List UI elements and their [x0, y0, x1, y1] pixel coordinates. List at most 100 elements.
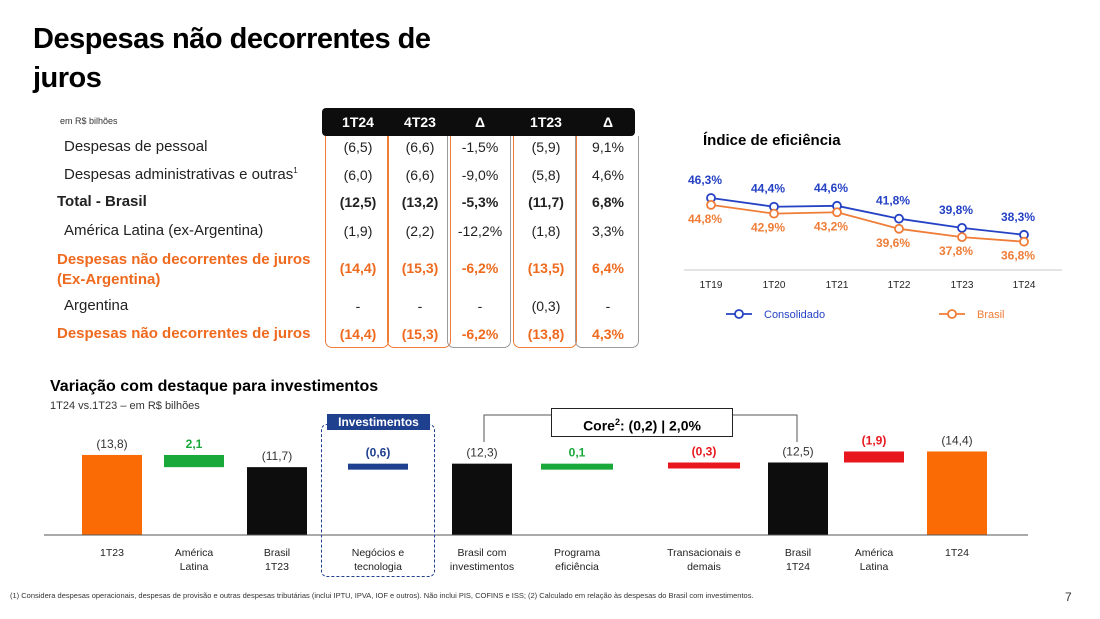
- table-row-label: Argentina: [64, 297, 129, 314]
- core-value: : (0,2) | 2,0%: [619, 417, 701, 434]
- waterfall-data-label: 0,1: [569, 446, 586, 460]
- waterfall-bar: [768, 462, 828, 535]
- efficiency-tick-label: 1T24: [1013, 280, 1036, 291]
- table-cell: 6,4%: [592, 260, 624, 276]
- table-cell: (6,5): [343, 139, 373, 155]
- waterfall-tick-label: 1T24: [786, 561, 810, 573]
- efficiency-point: [957, 232, 967, 243]
- table-cell: (1,9): [343, 223, 373, 239]
- waterfall-data-label: (0,6): [366, 446, 391, 460]
- page-number: 7: [1065, 590, 1072, 604]
- core-bracket-right: [733, 414, 798, 442]
- waterfall-bar: [348, 463, 408, 470]
- waterfall-bar: [82, 454, 142, 535]
- waterfall-tick-label: 1T24: [945, 547, 969, 559]
- table-cell: (15,3): [401, 326, 439, 342]
- efficiency-data-label: 39,6%: [876, 236, 910, 250]
- table-cell: -: [477, 298, 483, 314]
- efficiency-line-consolidado: [710, 197, 1025, 236]
- waterfall-tick-label: América: [175, 547, 214, 559]
- waterfall-data-label: (12,5): [782, 445, 813, 459]
- waterfall-bar: [541, 463, 613, 470]
- efficiency-data-label: 43,2%: [814, 219, 848, 233]
- waterfall-tick-label: 1T23: [100, 547, 124, 559]
- table-header-cell: Δ: [602, 114, 614, 130]
- efficiency-data-label: 42,9%: [751, 221, 785, 235]
- table-cell: (15,3): [401, 260, 439, 276]
- efficiency-data-label: 38,3%: [1001, 210, 1035, 224]
- unit-label: em R$ bilhões: [60, 116, 118, 126]
- efficiency-point: [706, 199, 716, 210]
- efficiency-tick-label: 1T23: [951, 280, 974, 291]
- waterfall-bar: [844, 451, 904, 463]
- legend-label-brasil: Brasil: [977, 309, 1005, 321]
- efficiency-tick-label: 1T22: [888, 280, 911, 291]
- table-cell: -: [605, 298, 611, 314]
- waterfall-bar: [668, 462, 740, 469]
- table-header: [322, 108, 635, 136]
- table-cell: (14,4): [339, 326, 377, 342]
- waterfall-tick-label: Negócios e: [352, 547, 405, 559]
- waterfall-tick-label: Brasil com: [457, 547, 506, 559]
- efficiency-point: [832, 207, 842, 218]
- waterfall-tick-label: Latina: [180, 561, 209, 573]
- table-cell: 4,3%: [592, 326, 624, 342]
- waterfall-data-label: (1,9): [862, 433, 887, 447]
- legend-marker: [947, 309, 957, 319]
- waterfall-title: Variação com destaque para investimentos: [50, 378, 379, 395]
- efficiency-point: [1019, 236, 1029, 247]
- core-sup: 2: [614, 417, 620, 427]
- table-cell: 6,8%: [592, 194, 624, 210]
- table-cell: (1,8): [531, 223, 561, 239]
- efficiency-data-label: 39,8%: [939, 203, 973, 217]
- page-title: Despesas não decorrentes de juros: [33, 23, 431, 94]
- efficiency-tick-label: 1T19: [700, 280, 723, 291]
- table-cell: -6,2%: [461, 326, 499, 342]
- waterfall-tick-label: investimentos: [450, 561, 514, 573]
- table-column-box: [387, 136, 451, 348]
- table-cell: (6,6): [405, 139, 435, 155]
- efficiency-point: [894, 213, 904, 224]
- waterfall-data-label: (13,8): [96, 437, 127, 451]
- table-row-label: Despesas não decorrentes de juros: [57, 325, 311, 342]
- efficiency-data-label: 44,6%: [814, 181, 848, 195]
- waterfall-tick-label: Brasil: [264, 547, 290, 559]
- table-cell: (5,8): [531, 167, 561, 183]
- table-cell: -: [417, 298, 423, 314]
- waterfall-data-label: (12,3): [466, 446, 497, 460]
- waterfall-tick-label: eficiência: [555, 561, 599, 573]
- waterfall-bar: [452, 463, 512, 535]
- legend-marker: [734, 309, 744, 319]
- table-cell: 9,1%: [592, 139, 624, 155]
- table-row-label: Despesas administrativas e outras1: [64, 166, 298, 183]
- waterfall-subtitle: 1T24 vs.1T23 – em R$ bilhões: [50, 400, 200, 412]
- table-row-label: Total - Brasil: [57, 193, 147, 210]
- waterfall-data-label: (0,3): [692, 445, 717, 459]
- core-box: Core2: (0,2) | 2,0%: [551, 408, 733, 437]
- table-cell: -12,2%: [457, 223, 503, 239]
- table-cell: (6,0): [343, 167, 373, 183]
- core-bracket-left: [483, 414, 551, 442]
- waterfall-tick-label: 1T23: [265, 561, 289, 573]
- table-cell: (11,7): [528, 194, 564, 210]
- table-column-box: [575, 136, 639, 348]
- table-column-box: [325, 136, 389, 348]
- table-cell: (5,9): [531, 139, 561, 155]
- table-header-cell: 1T24: [342, 114, 374, 130]
- table-column-box: [513, 136, 577, 348]
- efficiency-chart-title: Índice de eficiência: [703, 132, 841, 149]
- table-cell: (13,8): [527, 326, 565, 342]
- waterfall-tick-label: Transacionais e: [667, 547, 741, 559]
- waterfall-data-label: (14,4): [941, 433, 972, 447]
- table-cell: (13,5): [527, 260, 565, 276]
- efficiency-tick-label: 1T21: [826, 280, 849, 291]
- table-row-label: Despesas de pessoal: [64, 138, 208, 155]
- footnote: (1) Considera despesas operacionais, des…: [10, 591, 754, 600]
- waterfall-data-label: 2,1: [186, 437, 203, 451]
- efficiency-point: [894, 223, 904, 234]
- table-cell: -9,0%: [461, 167, 499, 183]
- efficiency-data-label: 37,8%: [939, 244, 973, 258]
- table-cell: -: [355, 298, 361, 314]
